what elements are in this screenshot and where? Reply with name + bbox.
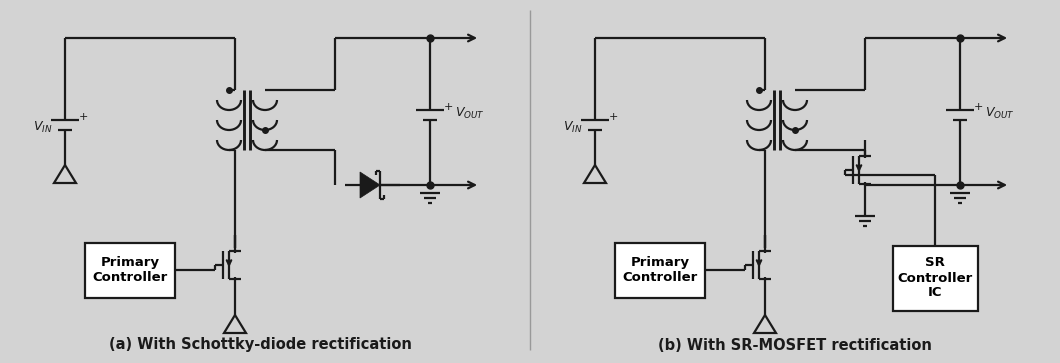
Text: Primary
Controller: Primary Controller bbox=[92, 256, 167, 284]
Text: +: + bbox=[78, 112, 88, 122]
Text: $V_{IN}$: $V_{IN}$ bbox=[33, 119, 53, 135]
Text: +: + bbox=[973, 102, 983, 112]
FancyBboxPatch shape bbox=[615, 242, 705, 298]
Text: +: + bbox=[443, 102, 453, 112]
Text: $V_{OUT}$: $V_{OUT}$ bbox=[985, 105, 1014, 121]
Text: $V_{IN}$: $V_{IN}$ bbox=[563, 119, 583, 135]
FancyBboxPatch shape bbox=[85, 242, 175, 298]
Text: SR
Controller
IC: SR Controller IC bbox=[898, 257, 973, 299]
Text: Primary
Controller: Primary Controller bbox=[622, 256, 697, 284]
Polygon shape bbox=[360, 172, 379, 198]
Text: (a) With Schottky-diode rectification: (a) With Schottky-diode rectification bbox=[108, 338, 411, 352]
Text: $V_{OUT}$: $V_{OUT}$ bbox=[455, 105, 484, 121]
FancyBboxPatch shape bbox=[893, 245, 977, 310]
Text: +: + bbox=[608, 112, 618, 122]
Text: (b) With SR-MOSFET rectification: (b) With SR-MOSFET rectification bbox=[658, 338, 932, 352]
